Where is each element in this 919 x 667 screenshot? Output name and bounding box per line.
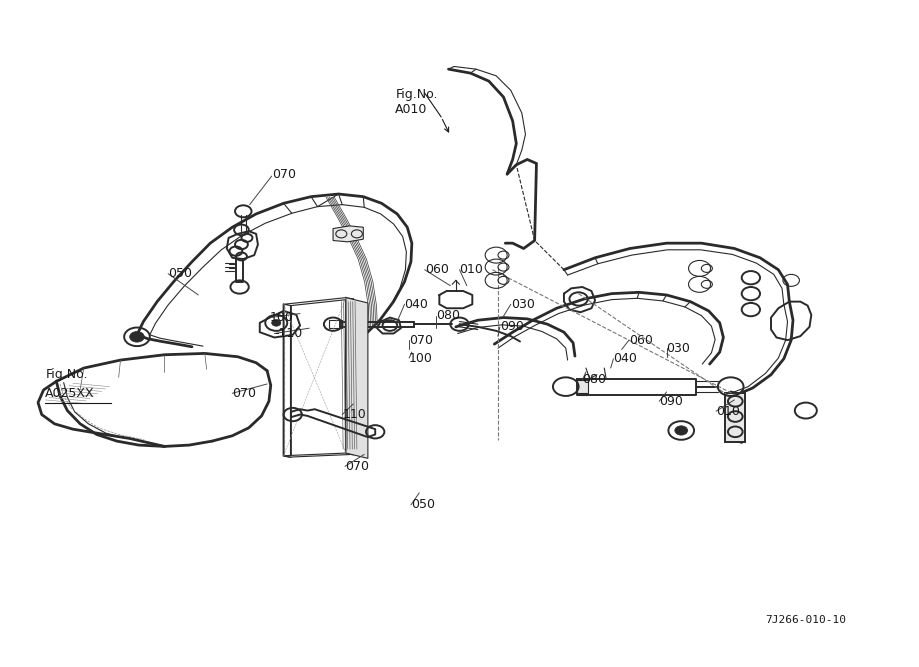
- Text: 030: 030: [511, 297, 535, 311]
- Text: 080: 080: [436, 309, 460, 322]
- Bar: [725, 393, 745, 442]
- Bar: [577, 380, 588, 394]
- Text: 060: 060: [629, 334, 652, 347]
- Text: 040: 040: [404, 297, 428, 311]
- Text: 050: 050: [168, 267, 192, 280]
- Text: 010: 010: [460, 263, 483, 276]
- Text: Fig.No.: Fig.No.: [45, 368, 88, 381]
- Text: 030: 030: [666, 342, 690, 355]
- Text: 100: 100: [270, 311, 294, 324]
- Text: A025XX: A025XX: [45, 387, 95, 400]
- Circle shape: [130, 331, 144, 342]
- Polygon shape: [284, 453, 353, 457]
- Text: 040: 040: [613, 352, 637, 366]
- Polygon shape: [346, 297, 368, 458]
- Text: 010: 010: [716, 405, 740, 418]
- Text: 090: 090: [659, 395, 683, 408]
- Polygon shape: [333, 226, 363, 242]
- Text: 090: 090: [500, 320, 524, 334]
- Text: 110: 110: [342, 408, 366, 421]
- Text: 050: 050: [411, 498, 435, 512]
- Text: 070: 070: [345, 460, 369, 473]
- Circle shape: [272, 319, 281, 326]
- Polygon shape: [284, 297, 353, 305]
- Text: Fig.No.
A010: Fig.No. A010: [395, 88, 437, 116]
- Text: -110: -110: [275, 327, 302, 340]
- Text: 070: 070: [272, 167, 296, 181]
- Text: 070: 070: [233, 387, 256, 400]
- Text: 060: 060: [425, 263, 448, 276]
- Text: 7J266-010-10: 7J266-010-10: [766, 616, 846, 626]
- Text: 070: 070: [409, 334, 433, 347]
- Text: 100: 100: [409, 352, 433, 365]
- Circle shape: [675, 426, 687, 435]
- Bar: [329, 320, 342, 328]
- Text: 080: 080: [583, 374, 607, 386]
